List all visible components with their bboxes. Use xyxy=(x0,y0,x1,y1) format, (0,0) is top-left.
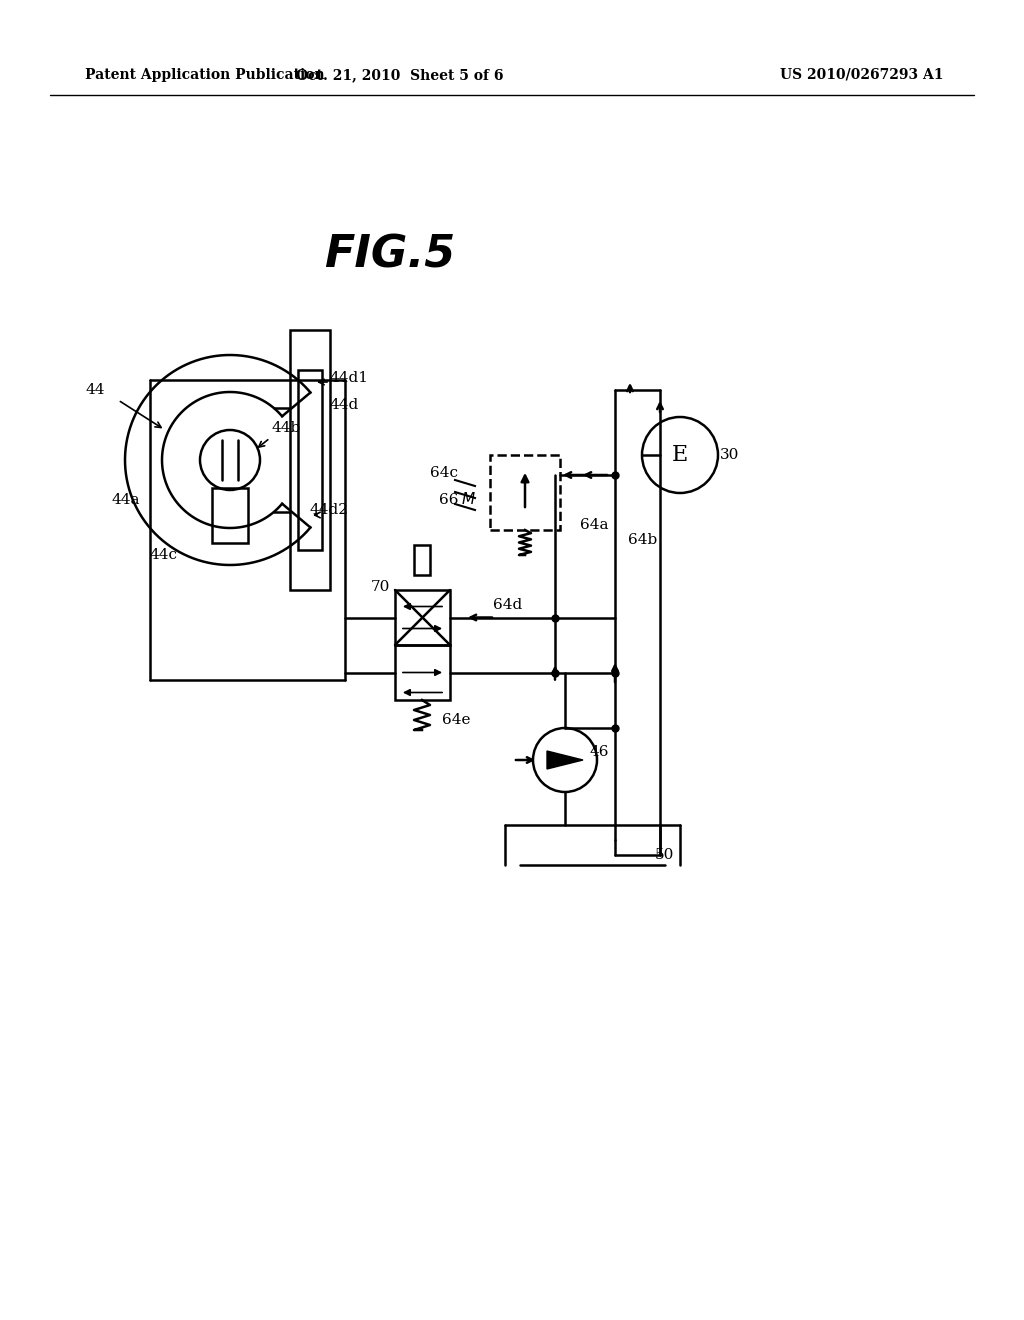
Text: 64d: 64d xyxy=(493,598,522,612)
Bar xyxy=(414,545,430,576)
Text: 64a: 64a xyxy=(580,517,608,532)
Text: 44d2: 44d2 xyxy=(310,503,349,517)
Text: M: M xyxy=(462,492,474,507)
Text: 70: 70 xyxy=(371,579,390,594)
Bar xyxy=(298,370,322,550)
Text: US 2010/0267293 A1: US 2010/0267293 A1 xyxy=(780,69,943,82)
Text: 50: 50 xyxy=(655,847,675,862)
Bar xyxy=(395,590,450,645)
Bar xyxy=(212,488,248,543)
Text: 64b: 64b xyxy=(628,533,657,546)
Text: 44c: 44c xyxy=(150,548,178,562)
Text: 64e: 64e xyxy=(441,713,470,727)
Text: 66: 66 xyxy=(438,492,458,507)
Text: 44d: 44d xyxy=(330,399,359,412)
Text: 44a: 44a xyxy=(112,492,140,507)
Text: 44d1: 44d1 xyxy=(330,371,369,385)
Text: Patent Application Publication: Patent Application Publication xyxy=(85,69,325,82)
Text: Oct. 21, 2010  Sheet 5 of 6: Oct. 21, 2010 Sheet 5 of 6 xyxy=(296,69,504,82)
Text: FIG.5: FIG.5 xyxy=(325,234,456,276)
Bar xyxy=(290,330,330,590)
Text: 30: 30 xyxy=(720,447,739,462)
Text: 44b: 44b xyxy=(272,421,301,436)
Text: 64c: 64c xyxy=(430,466,458,480)
Text: 46: 46 xyxy=(590,744,609,759)
Bar xyxy=(395,645,450,700)
Bar xyxy=(490,455,560,531)
Text: E: E xyxy=(672,444,688,466)
Text: 44: 44 xyxy=(85,383,105,397)
Polygon shape xyxy=(547,751,583,770)
